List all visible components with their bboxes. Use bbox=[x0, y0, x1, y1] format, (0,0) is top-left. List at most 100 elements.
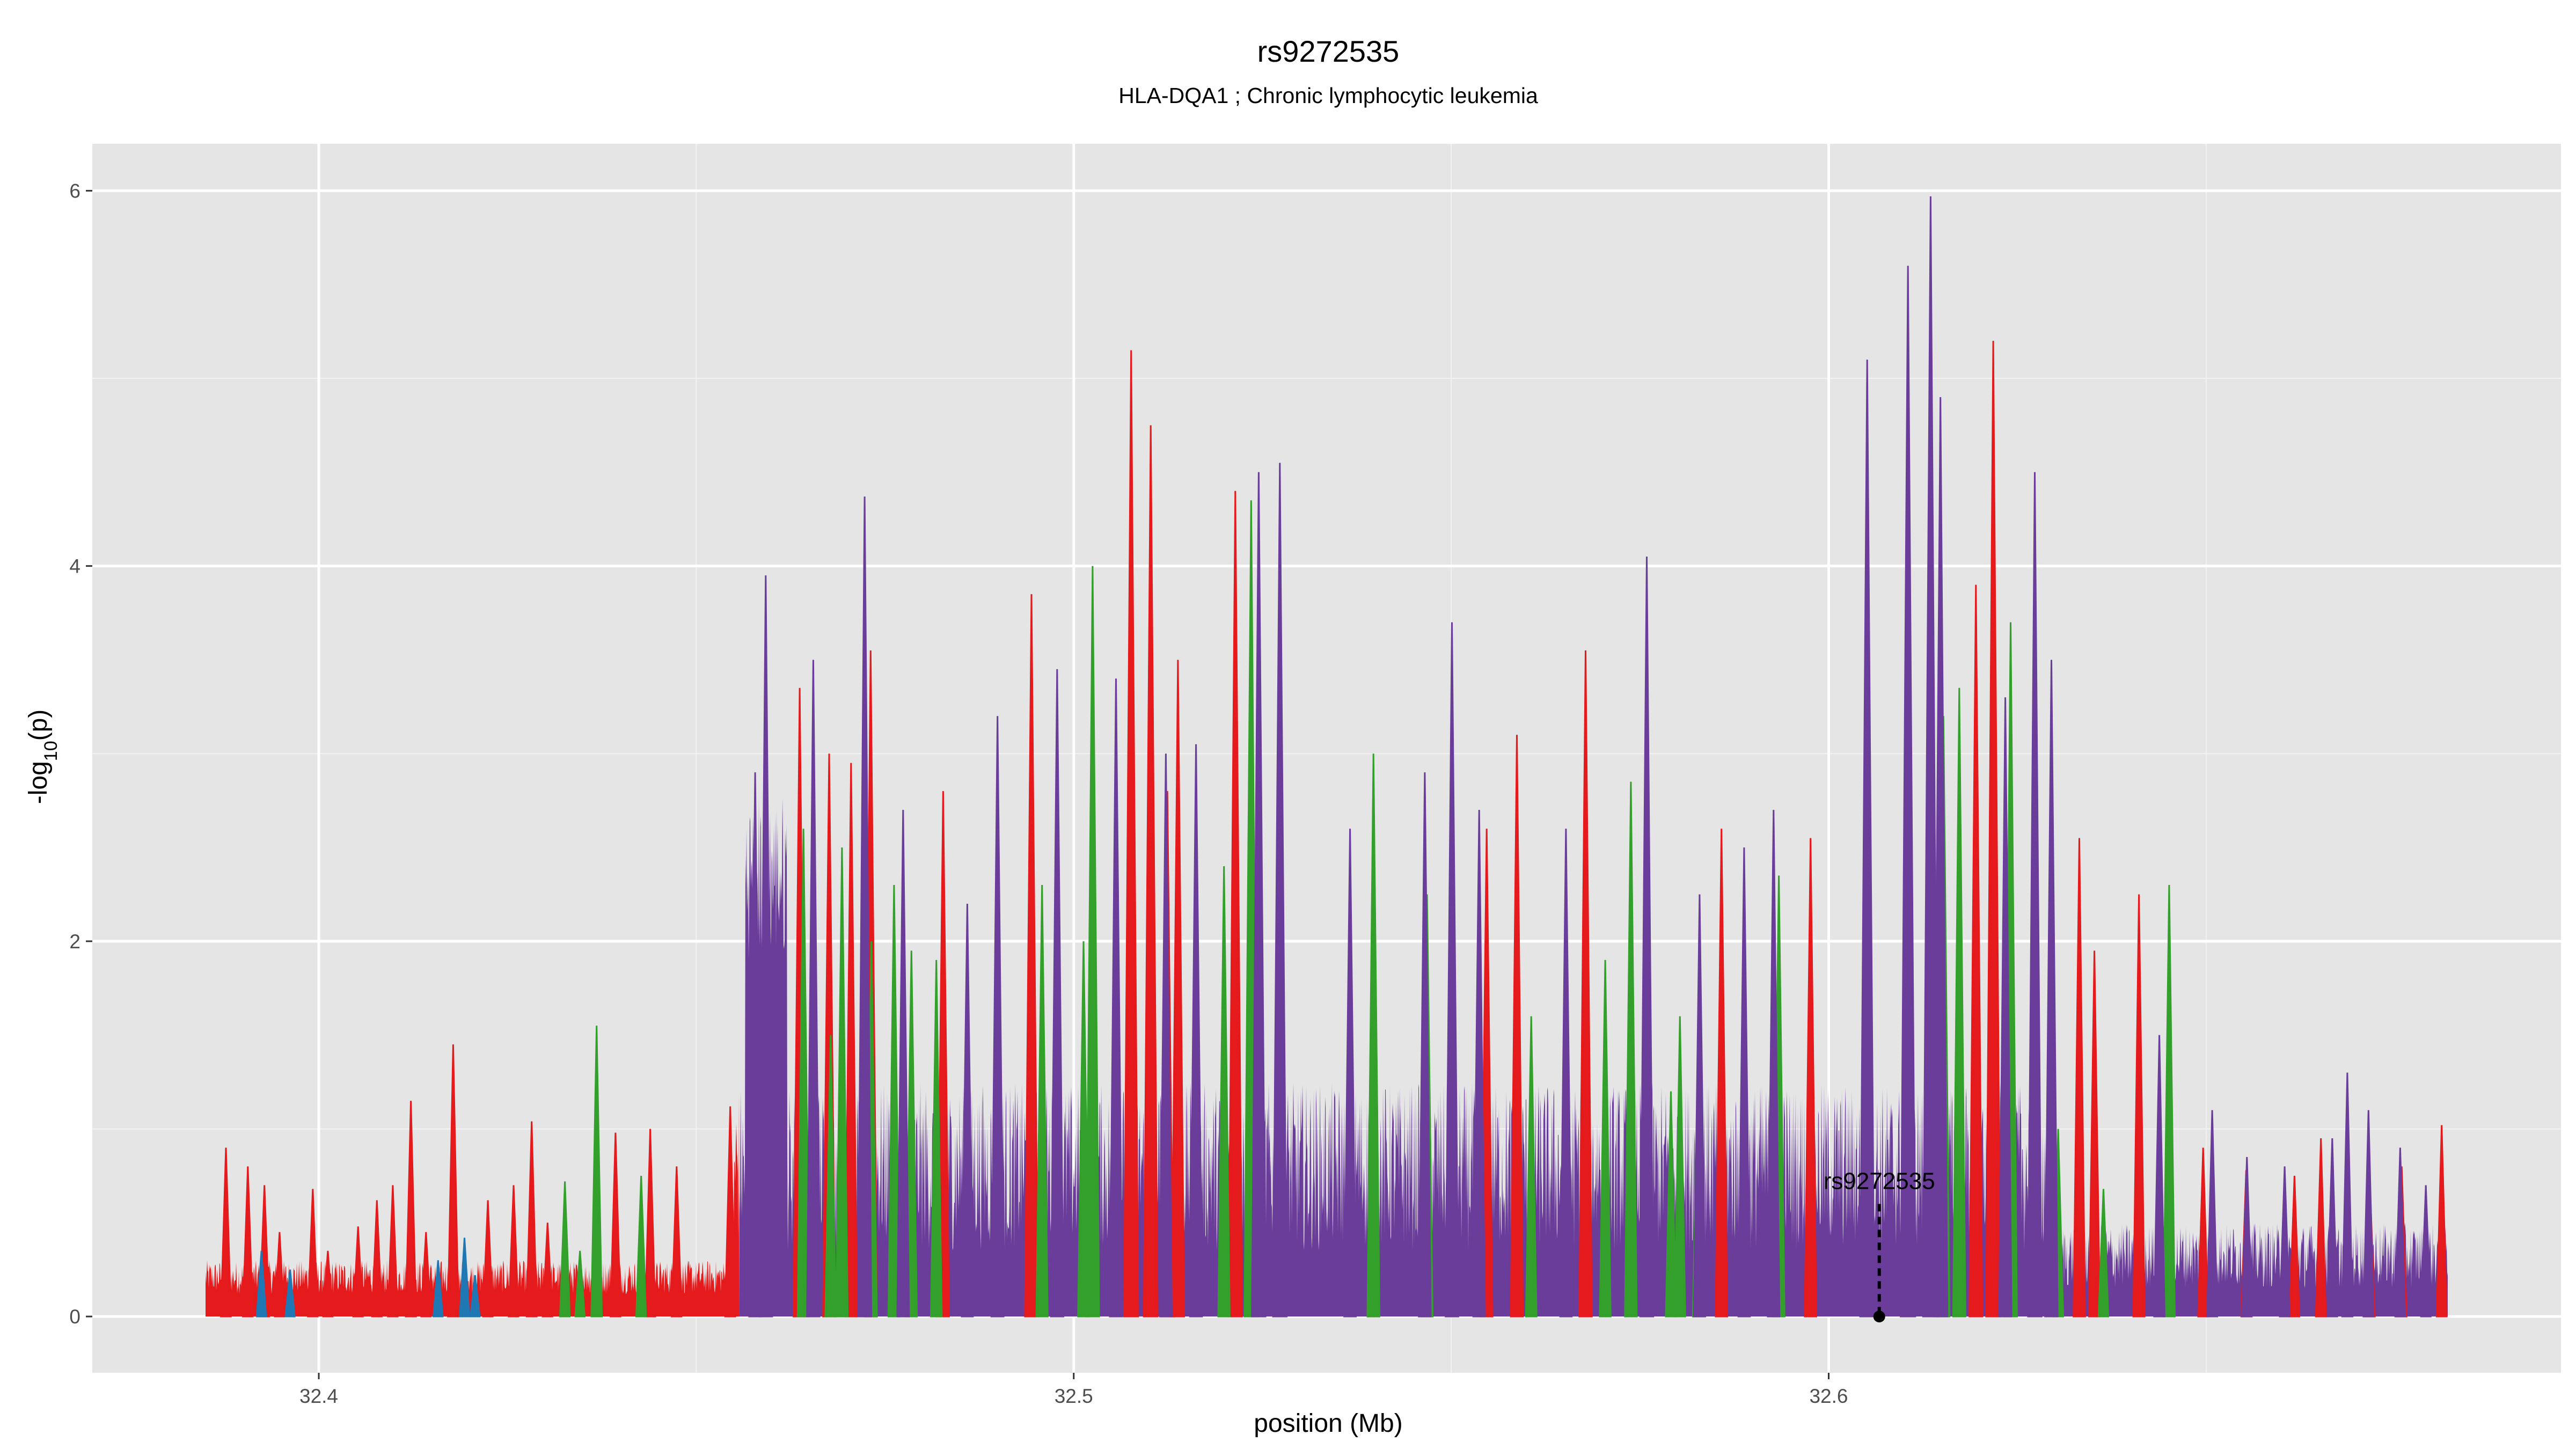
peak-red bbox=[2197, 1147, 2209, 1318]
y-tick-label: 2 bbox=[69, 931, 80, 953]
peak-purple bbox=[1922, 196, 1939, 1318]
peak-purple bbox=[1639, 557, 1655, 1318]
peak-red bbox=[644, 1129, 656, 1318]
peak-red bbox=[1510, 735, 1524, 1318]
peak-green bbox=[1624, 781, 1638, 1318]
peak-green bbox=[1665, 1091, 1677, 1318]
peak-red bbox=[1715, 829, 1729, 1318]
peak-purple bbox=[1343, 829, 1357, 1318]
x-tick-label: 32.5 bbox=[1055, 1385, 1093, 1407]
peak-red bbox=[1024, 594, 1039, 1318]
peak-red bbox=[242, 1166, 254, 1318]
peak-green bbox=[574, 1250, 586, 1318]
peak-red bbox=[405, 1101, 417, 1318]
peak-red bbox=[671, 1166, 683, 1318]
peak-green bbox=[930, 960, 943, 1318]
peak-purple bbox=[1767, 810, 1781, 1318]
peak-red bbox=[307, 1189, 319, 1318]
peak-green bbox=[1217, 866, 1231, 1318]
peak-red bbox=[352, 1226, 364, 1318]
peak-red bbox=[2132, 894, 2146, 1318]
peak-green bbox=[887, 884, 901, 1318]
peak-purple bbox=[1109, 678, 1123, 1318]
peak-purple bbox=[2326, 1138, 2338, 1318]
peak-red bbox=[1578, 650, 1593, 1318]
peak-red bbox=[220, 1147, 232, 1318]
peak-purple bbox=[896, 810, 910, 1318]
signal-area bbox=[206, 196, 2448, 1318]
peak-green bbox=[796, 829, 810, 1318]
peak-blue bbox=[469, 1275, 481, 1318]
peak-purple bbox=[1859, 360, 1875, 1318]
peak-purple bbox=[1050, 669, 1065, 1318]
peak-purple bbox=[1189, 744, 1203, 1318]
peak-red bbox=[525, 1121, 538, 1318]
peak-red bbox=[609, 1132, 621, 1318]
peak-purple bbox=[1472, 810, 1486, 1318]
peak-red bbox=[1170, 660, 1185, 1318]
peak-purple bbox=[2420, 1185, 2432, 1318]
peak-red bbox=[541, 1223, 553, 1318]
peak-green bbox=[1085, 566, 1100, 1318]
y-tick-label: 4 bbox=[69, 555, 80, 577]
peak-green bbox=[559, 1181, 571, 1318]
peak-green bbox=[590, 1026, 603, 1318]
peak-purple bbox=[2341, 1072, 2354, 1318]
peak-red bbox=[1143, 425, 1159, 1318]
peak-red bbox=[2288, 1175, 2301, 1318]
peak-red bbox=[2315, 1138, 2327, 1318]
peak-red bbox=[1968, 584, 1984, 1318]
peak-purple bbox=[758, 575, 773, 1318]
peak-green bbox=[635, 1175, 647, 1318]
peak-purple bbox=[1693, 894, 1707, 1318]
peak-purple bbox=[806, 660, 821, 1318]
peak-green bbox=[1673, 1016, 1686, 1318]
peak-purple bbox=[857, 496, 873, 1318]
peak-green bbox=[2097, 1189, 2110, 1318]
peak-purple bbox=[990, 716, 1005, 1318]
peak-green bbox=[1525, 1016, 1538, 1318]
y-axis-title: -log10(p) bbox=[24, 709, 61, 804]
plot-panel bbox=[92, 144, 2561, 1373]
x-tick-label: 32.6 bbox=[1809, 1385, 1848, 1407]
x-axis: 32.4 32.5 32.6 bbox=[299, 1373, 1848, 1407]
snp-label: rs9272535 bbox=[1824, 1168, 1935, 1194]
snp-point bbox=[1873, 1311, 1885, 1323]
peak-red bbox=[371, 1200, 383, 1318]
chart-title: rs9272535 bbox=[1257, 34, 1400, 68]
peak-red bbox=[1123, 350, 1139, 1318]
peak-red bbox=[322, 1250, 334, 1318]
y-tick-label: 0 bbox=[69, 1306, 80, 1328]
peak-green bbox=[2162, 884, 2176, 1318]
y-tick-label: 6 bbox=[69, 180, 80, 202]
peak-purple bbox=[2241, 1157, 2253, 1318]
peak-red bbox=[274, 1232, 286, 1318]
snp-annotation: rs9272535 bbox=[1824, 1168, 1935, 1323]
peak-purple bbox=[1737, 847, 1751, 1318]
peak-green bbox=[1035, 884, 1049, 1318]
peak-red bbox=[2435, 1125, 2448, 1318]
peak-red bbox=[2073, 838, 2086, 1318]
peak-purple bbox=[1899, 266, 1916, 1318]
peak-red bbox=[482, 1200, 494, 1318]
peak-purple bbox=[1418, 772, 1432, 1318]
peak-red bbox=[1985, 341, 2002, 1318]
peak-purple bbox=[2206, 1110, 2219, 1318]
peak-purple bbox=[1445, 622, 1459, 1318]
peak-green bbox=[1599, 960, 1612, 1318]
peak-purple bbox=[2362, 1110, 2375, 1318]
peak-red bbox=[1804, 838, 1818, 1318]
peak-purple bbox=[748, 772, 762, 1318]
peak-blue bbox=[255, 1250, 267, 1318]
peak-purple bbox=[2044, 660, 2059, 1318]
peak-blue bbox=[284, 1269, 296, 1318]
peak-green bbox=[835, 847, 849, 1318]
peak-green bbox=[824, 1035, 837, 1318]
peak-red bbox=[508, 1185, 519, 1318]
peak-purple bbox=[2279, 1166, 2290, 1318]
peak-blue bbox=[459, 1238, 470, 1318]
peak-purple bbox=[1159, 753, 1173, 1318]
peak-purple bbox=[2394, 1147, 2406, 1318]
peak-purple bbox=[1559, 829, 1573, 1318]
peak-red bbox=[387, 1185, 399, 1318]
